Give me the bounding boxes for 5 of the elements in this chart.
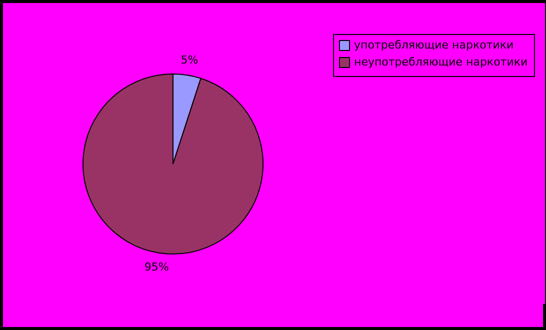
legend-label: употребляющие наркотики: [354, 38, 514, 52]
pie-slice: [82, 74, 264, 254]
data-label: 5%: [180, 53, 198, 66]
data-label: 95%: [144, 260, 169, 274]
legend-label: неупотребляющие наркотики: [354, 56, 528, 68]
